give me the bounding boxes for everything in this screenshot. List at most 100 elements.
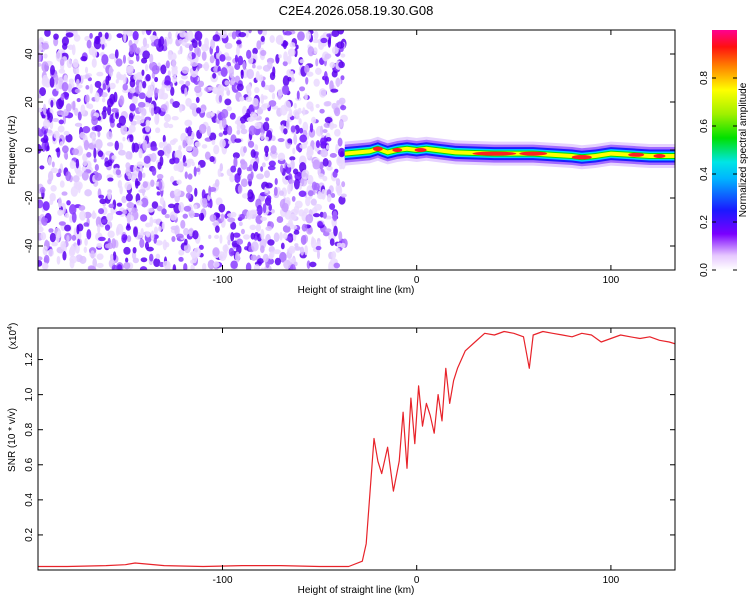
spectrogram-noise-cell — [274, 257, 282, 266]
spectrogram-noise-cell — [153, 106, 162, 115]
spectrogram-noise-cell — [212, 87, 220, 95]
spectrogram-noise-cell — [338, 61, 345, 69]
spectrogram-noise-cell — [226, 213, 234, 218]
spectrogram-noise-cell — [145, 74, 151, 82]
spectrogram-noise-cell — [312, 159, 321, 170]
spectrogram-noise-cell — [95, 138, 103, 150]
spectrogram-noise-cell — [190, 264, 195, 270]
spectrogram-noise-cell — [277, 152, 286, 161]
spectrogram-noise-cell — [232, 232, 241, 238]
spectrogram-noise-cell — [126, 30, 133, 37]
spectrogram-noise-cell — [317, 220, 324, 228]
spectrogram-noise-cell — [268, 160, 276, 167]
spectrogram-noise-cell — [286, 69, 292, 77]
spectrogram-noise-cell — [140, 214, 148, 222]
spectrogram-noise-cell — [250, 232, 256, 240]
spectrogram-noise-cell — [47, 156, 52, 166]
spectrogram-noise-cell — [150, 152, 157, 163]
spectrogram-noise-cell — [238, 96, 245, 102]
spectrogram-noise-cell — [118, 149, 126, 156]
spectrogram-noise-cell — [38, 220, 42, 230]
spectrogram-noise-cell — [99, 35, 106, 45]
spectrogram-noise-cell — [302, 107, 306, 116]
spectrogram-noise-cell — [198, 123, 207, 134]
spectrogram-noise-cell — [234, 54, 239, 63]
spectrogram-noise-cell — [268, 100, 277, 107]
spectrogram-noise-cell — [151, 65, 160, 75]
snr-y-scale-base: (x10 — [8, 329, 19, 349]
spectrogram-noise-cell — [116, 73, 122, 79]
spectrogram-noise-cell — [262, 103, 270, 109]
spectrogram-noise-cell — [96, 253, 104, 260]
spectrogram-noise-cell — [135, 47, 141, 54]
spectrogram-noise-cell — [108, 53, 116, 60]
spectrogram-noise-cell — [286, 163, 292, 168]
spectrogram-noise-cell — [254, 121, 262, 130]
spectrogram-noise-cell — [224, 80, 230, 86]
spectrogram-noise-cell — [126, 222, 130, 229]
spectrogram-noise-cell — [255, 70, 260, 81]
spectrogram-noise-cell — [181, 66, 190, 74]
spectrogram-noise-cell — [50, 167, 59, 174]
spectrogram-noise-cell — [175, 161, 184, 172]
spectrogram-noise-cell — [274, 178, 278, 186]
spectrogram-noise-cell — [262, 203, 267, 214]
spectrogram-noise-cell — [213, 144, 220, 155]
spectrogram-noise-cell — [190, 62, 198, 67]
spectrogram-noise-cell — [106, 105, 112, 116]
spectrogram-noise-cell — [47, 249, 54, 257]
spectrogram-noise-cell — [83, 222, 90, 227]
spectrogram-noise-cell — [278, 54, 282, 59]
spectrogram-noise-cell — [145, 222, 152, 228]
spectrogram-noise-cell — [219, 54, 226, 62]
spectrogram-noise-cell — [182, 213, 189, 219]
spectrogram-noise-cell — [137, 101, 146, 108]
spectrogram-noise-cell — [187, 30, 194, 41]
spectrogram-noise-cell — [140, 197, 149, 208]
spectrogram-noise-cell — [224, 42, 233, 50]
spectrogram-noise-cell — [67, 83, 72, 93]
spectrogram-noise-cell — [186, 53, 193, 62]
spectrogram-noise-cell — [334, 128, 341, 137]
spectrogram-noise-cell — [80, 104, 86, 116]
spectrogram-noise-cell — [69, 245, 76, 256]
spectrogram-noise-cell — [268, 203, 272, 212]
spectrogram-noise-cell — [212, 247, 220, 257]
spectrogram-noise-cell — [184, 171, 188, 179]
spectrogram-noise-cell — [245, 30, 249, 38]
spectrogram-noise-cell — [315, 140, 321, 149]
spectrogram-noise-cell — [257, 258, 264, 264]
spectrogram-noise-cell — [119, 95, 125, 106]
spectrogram-noise-cell — [218, 95, 223, 103]
spectrogram-noise-cell — [245, 262, 252, 270]
spectrogram-noise-cell — [65, 171, 72, 182]
spectrogram-noise-cell — [298, 209, 305, 217]
spectrogram-noise-cell — [202, 263, 207, 270]
spectrogram-noise-cell — [159, 36, 165, 47]
spectrogram-noise-cell — [329, 203, 336, 210]
spectrogram-noise-cell — [143, 155, 151, 164]
spectrogram-noise-cell — [129, 103, 136, 112]
spectrogram-noise-cell — [209, 55, 215, 64]
spectrogram-noise-cell — [238, 221, 243, 227]
spectrogram-noise-cell — [340, 75, 345, 81]
spectrogram-noise-cell — [150, 146, 158, 152]
spectrogram-noise-cell — [239, 159, 246, 165]
spectrogram-noise-cell — [139, 238, 145, 249]
spectrogram-noise-cell — [43, 217, 48, 223]
spectrogram-noise-cell — [287, 48, 296, 57]
spectrogram-noise-cell — [161, 221, 165, 230]
spectrogram-noise-cell — [335, 77, 341, 88]
spectrogram-noise-cell — [340, 53, 346, 58]
spectrogram-noise-cell — [62, 250, 67, 261]
spectrogram-noise-cell — [326, 193, 332, 203]
spectrogram-noise-cell — [138, 170, 143, 182]
spectrogram-noise-cell — [283, 128, 288, 135]
spectrogram-noise-cell — [101, 219, 107, 224]
spectrogram-noise-cell — [286, 55, 292, 65]
spectrogram-noise-cell — [51, 241, 58, 247]
spectrogram-noise-cell — [326, 144, 330, 150]
spectrogram-noise-cell — [262, 253, 269, 263]
spectrogram-noise-cell — [174, 149, 183, 160]
